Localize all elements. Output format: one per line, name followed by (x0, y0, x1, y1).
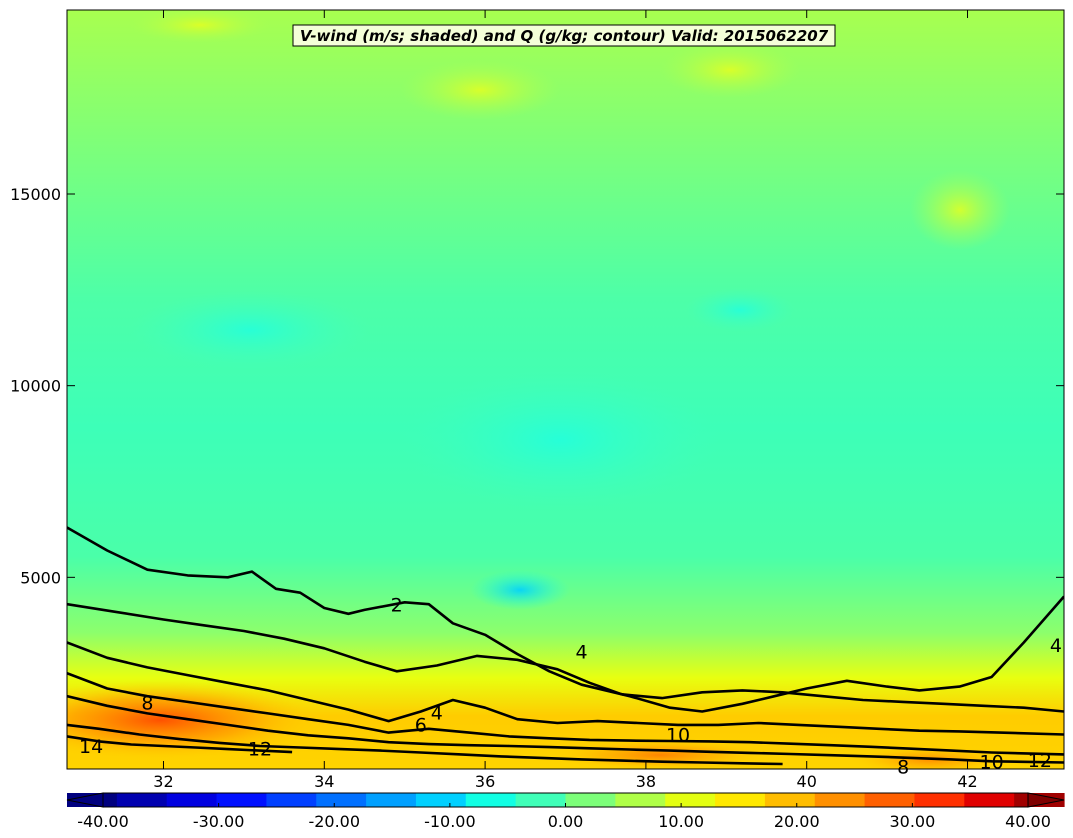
colorbar-tick-label: -10.00 (424, 812, 476, 831)
colorbar-segment (615, 793, 666, 807)
x-axis: 32 34 36 38 40 42 (153, 10, 978, 791)
colorbar-segment (216, 793, 267, 807)
x-tick-label: 34 (314, 772, 334, 791)
colorbar-tick-label: 30.00 (889, 812, 935, 831)
shaded-field (67, 10, 1064, 769)
colorbar-segment (316, 793, 367, 807)
x-tick-label: 36 (475, 772, 495, 791)
colorbar-tick-label: -20.00 (308, 812, 360, 831)
colorbar-tick-label: -40.00 (77, 812, 129, 831)
cyan-patch (400, 370, 720, 510)
y-tick-label: 15000 (10, 185, 61, 204)
colorbar-segment (116, 793, 168, 807)
cyan-patch (130, 290, 370, 370)
y-axis: 5000 10000 15000 (10, 185, 1064, 587)
colorbar-tick-label: 20.00 (774, 812, 820, 831)
colorbar-segment (266, 793, 317, 807)
contour-label: 4 (1050, 635, 1062, 657)
contour-line-4 (67, 602, 1064, 713)
colorbar-tick-label: 10.00 (658, 812, 704, 831)
chart-title: V-wind (m/s; shaded) and Q (g/kg; contou… (292, 24, 836, 47)
colorbar-segment (764, 793, 816, 807)
colorbar-segment (715, 793, 766, 807)
contour-line-12 (67, 723, 783, 766)
contour-label: 12 (1028, 750, 1052, 772)
contour-label: 4 (576, 641, 588, 663)
contour-label: 2 (391, 595, 403, 617)
yellow-patch (400, 60, 560, 120)
colorbar-tick-label: -30.00 (193, 812, 245, 831)
contour-line-14 (67, 735, 293, 754)
colorbar-segment (515, 793, 567, 807)
yellow-patch (130, 10, 270, 43)
contour-line-6 (67, 641, 1064, 736)
contour-label: 8 (141, 693, 153, 715)
contour-line-8 (67, 671, 1064, 756)
colorbar-segment (565, 793, 616, 807)
colorbar-segment (964, 793, 1015, 807)
hot-patch (550, 739, 770, 769)
title-box (292, 24, 836, 47)
q-contours (67, 526, 1064, 766)
yellow-patch (660, 42, 800, 98)
title-text: V-wind (m/s; shaded) and Q (g/kg; contou… (300, 27, 829, 45)
colorbar-segment (914, 793, 965, 807)
x-tick-label: 32 (153, 772, 173, 791)
x-tick-label: 40 (797, 772, 817, 791)
colorbar-segment (166, 793, 218, 807)
contour-label: 4 (431, 703, 443, 725)
colorbar-tick-label: 40.00 (1005, 812, 1051, 831)
plot-frame (66, 9, 1065, 770)
contour-label: 12 (248, 738, 272, 760)
contour-label: 8 (897, 756, 909, 778)
colorbar-tick-label: 0.00 (548, 812, 584, 831)
colorbar-segment (366, 793, 417, 807)
contour-label: 6 (415, 715, 427, 737)
colorbar-segment (864, 793, 916, 807)
colorbar-segment (465, 793, 517, 807)
contour-label: 10 (980, 751, 1004, 773)
colorbar-segment (665, 793, 716, 807)
contour-line-2 (67, 526, 1064, 713)
cyan-patch (685, 288, 795, 332)
yellow-patch (910, 170, 1010, 250)
contour-label: 10 (666, 725, 690, 747)
contour-label: 14 (79, 736, 103, 758)
contour-line-10 (67, 694, 1064, 764)
cold-patch (470, 570, 570, 610)
x-tick-label: 38 (636, 772, 656, 791)
x-tick-label: 42 (957, 772, 977, 791)
colorbar-segment (415, 793, 467, 807)
colorbar: -40.00 -30.00 -20.00 -10.00 0.00 10.00 20.00 30… (66, 792, 1065, 831)
y-tick-label: 5000 (20, 568, 61, 587)
y-tick-label: 10000 (10, 377, 61, 396)
colorbar-segment (814, 793, 866, 807)
